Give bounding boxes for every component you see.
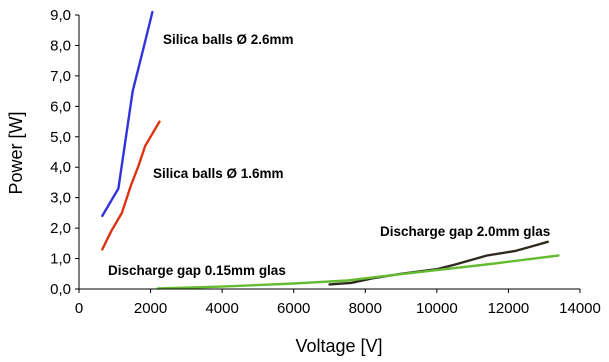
annotation-silica-1-6mm: Silica balls Ø 1.6mm	[153, 166, 284, 181]
y-tick-label: 4,0	[50, 159, 71, 176]
x-tick-label: 8000	[349, 300, 382, 317]
y-axis-title: Power [W]	[6, 111, 26, 194]
x-tick-label: 4000	[205, 300, 238, 317]
x-tick-label: 0	[75, 300, 83, 317]
y-tick-label: 6,0	[50, 98, 71, 115]
y-tick-label: 3,0	[50, 190, 71, 207]
x-tick-label: 10000	[416, 300, 458, 317]
series-line-1	[101, 10, 154, 218]
annotation-silica-2-6mm: Silica balls Ø 2.6mm	[163, 32, 294, 47]
axes	[75, 14, 581, 293]
x-tick-label: 6000	[277, 300, 310, 317]
tick-labels: 0,0 1,0 2,0 3,0 4,0 5,0 6,0 7,0 8,0 9,0 0 2000 4000 6…	[50, 7, 601, 317]
y-tick-label: 2,0	[50, 220, 71, 237]
x-tick-label: 12000	[488, 300, 530, 317]
plot-lines	[101, 10, 560, 290]
y-tick-label: 0,0	[50, 281, 71, 298]
x-tick-label: 2000	[134, 300, 167, 317]
y-tick-label: 8,0	[50, 37, 71, 54]
series-line-4	[156, 254, 560, 290]
series-line-3	[328, 240, 549, 286]
x-axis-title: Voltage [V]	[295, 336, 382, 356]
y-tick-label: 9,0	[50, 7, 71, 24]
series-line-2	[101, 120, 161, 251]
y-tick-label: 5,0	[50, 129, 71, 146]
y-tick-label: 7,0	[50, 68, 71, 85]
y-tick-label: 1,0	[50, 251, 71, 268]
annotation-discharge-gap-0-15mm: Discharge gap 0.15mm glas	[108, 263, 286, 278]
annotation-discharge-gap-2-0mm: Discharge gap 2.0mm glas	[380, 224, 550, 239]
x-tick-label: 14000	[559, 300, 601, 317]
